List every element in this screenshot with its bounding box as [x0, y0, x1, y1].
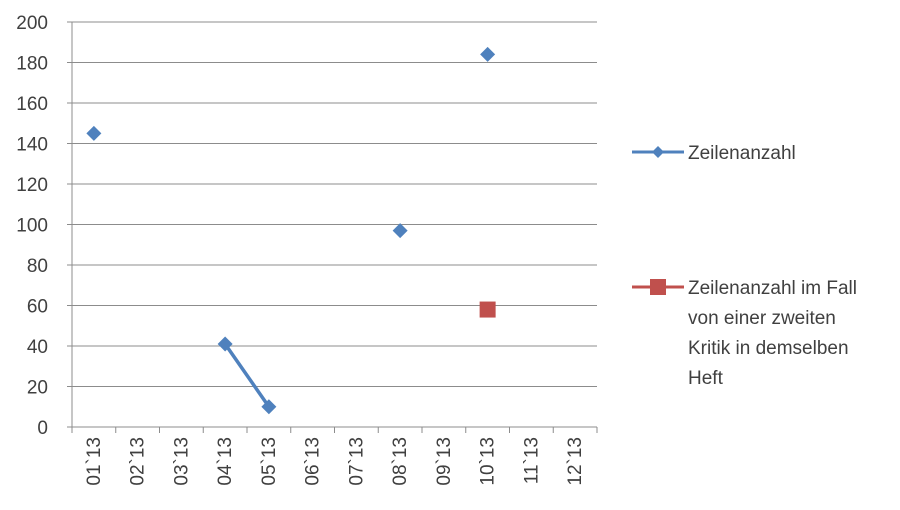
x-tick-label: 03`13: [171, 437, 192, 486]
y-axis-ticks: 0 20 40 60 80 100 120 140 160 180 200: [16, 13, 48, 439]
data-point: [392, 223, 408, 239]
y-tick-label: 20: [27, 378, 48, 399]
x-tick-label: 04`13: [215, 437, 236, 486]
series-2: [479, 301, 496, 318]
y-tick-label: 60: [27, 297, 48, 318]
legend: Zeilenanzahl Zeilenanzahl im Fall von eine…: [632, 143, 857, 389]
legend-label: von einer zweiten: [688, 308, 836, 329]
x-tick-label: 02`13: [128, 437, 149, 486]
x-tick-label: 06`13: [303, 437, 324, 486]
x-axis-ticks: 01`13 02`13 03`13 04`13 05`13 06`13 07`13 08`13…: [84, 437, 586, 486]
x-tick-label: 05`13: [259, 437, 280, 486]
legend-marker: [652, 146, 664, 158]
y-tick-label: 40: [27, 337, 48, 358]
legend-label: Heft: [688, 368, 724, 389]
y-tick-label: 200: [16, 13, 48, 34]
x-tick-label: 11`13: [521, 437, 542, 484]
y-tick-label: 120: [16, 175, 48, 196]
y-tick-label: 0: [37, 418, 48, 439]
data-point: [479, 301, 496, 318]
data-point: [261, 399, 277, 415]
gridlines: [72, 21, 597, 387]
legend-label: Zeilenanzahl im Fall: [688, 278, 857, 299]
series-line-segment: [223, 342, 271, 409]
y-tick-label: 100: [16, 216, 48, 237]
data-point: [480, 46, 496, 62]
legend-label: Zeilenanzahl: [688, 143, 796, 164]
legend-item-2: Zeilenanzahl im Fall von einer zweiten Kri…: [632, 278, 857, 389]
data-point: [86, 125, 102, 141]
y-tick-label: 80: [27, 256, 48, 277]
x-tick-label: 09`13: [434, 437, 455, 486]
x-tick-label: 01`13: [84, 437, 105, 486]
y-tick-label: 160: [16, 94, 48, 115]
x-tick-label: 07`13: [346, 437, 367, 486]
x-tick-label: 10`13: [478, 437, 499, 486]
axes: [67, 21, 598, 433]
legend-item-1: Zeilenanzahl: [632, 143, 796, 164]
y-tick-label: 180: [16, 54, 48, 75]
x-tick-label: 08`13: [390, 437, 411, 486]
legend-label: Kritik in demselben: [688, 338, 849, 359]
series-layer: [86, 46, 496, 415]
y-tick-label: 140: [16, 135, 48, 156]
x-tick-label: 12`13: [565, 437, 586, 486]
series-1: [86, 46, 496, 415]
legend-marker: [650, 279, 666, 295]
data-point: [217, 336, 233, 352]
